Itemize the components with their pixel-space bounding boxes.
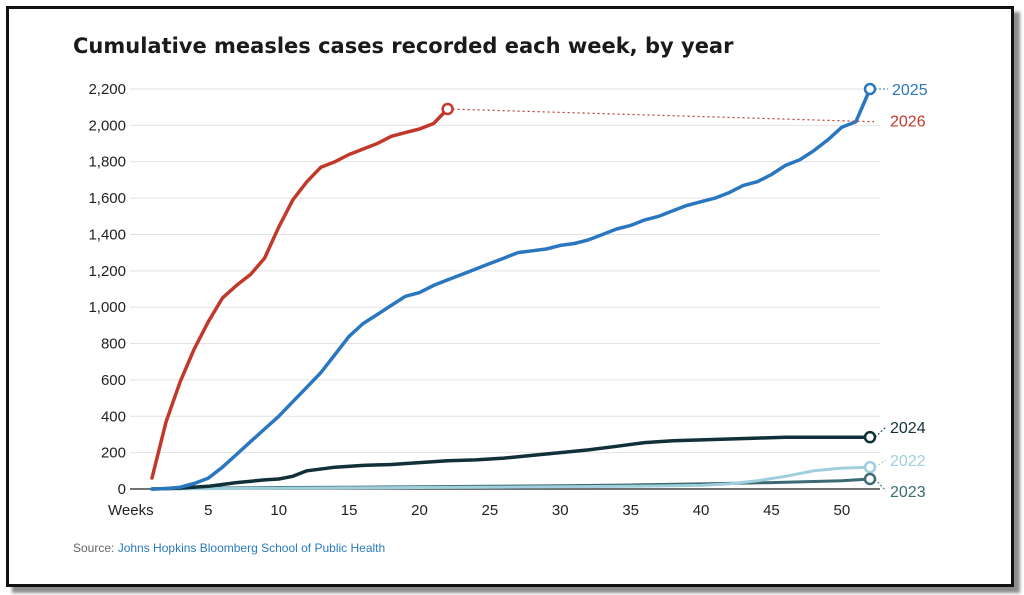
- x-tick-label: 20: [411, 502, 428, 519]
- x-tick-label: 5: [204, 502, 212, 519]
- end-marker-2026: [441, 102, 454, 116]
- y-tick-label: 1,800: [88, 154, 126, 171]
- y-tick-label: 0: [118, 481, 126, 498]
- y-tick-label: 200: [101, 445, 126, 462]
- x-tick-label: 45: [763, 502, 780, 519]
- label-leader-2024: [874, 426, 887, 438]
- source-prefix: Source:: [73, 541, 118, 555]
- label-leader-2023: [874, 478, 887, 492]
- x-axis-label: Weeks: [108, 502, 154, 519]
- series-line-2025: [150, 87, 872, 491]
- source-note: Source: Johns Hopkins Bloomberg School o…: [73, 541, 385, 555]
- x-tick-label: 50: [833, 502, 850, 519]
- series-line-2022: [150, 465, 872, 491]
- series-label-2024: 2024: [890, 420, 926, 437]
- y-tick-label: 1,200: [88, 263, 126, 280]
- x-tick-label: 15: [341, 502, 358, 519]
- y-tick-label: 1,400: [88, 226, 126, 243]
- end-marker-2024: [863, 430, 877, 444]
- series-label-2023: 2023: [890, 484, 926, 501]
- x-tick-label: 10: [270, 502, 287, 519]
- y-tick-label: 1,000: [88, 299, 126, 316]
- series-label-2022: 2022: [890, 453, 926, 470]
- series-line-2024: [150, 435, 872, 491]
- source-link[interactable]: Johns Hopkins Bloomberg School of Public…: [117, 541, 386, 555]
- series-label-2025: 2025: [892, 82, 928, 99]
- series-label-2026: 2026: [890, 114, 926, 131]
- y-tick-label: 800: [101, 336, 126, 353]
- end-marker-2023: [863, 472, 877, 486]
- chart-title: Cumulative measles cases recorded each w…: [73, 34, 734, 58]
- end-marker-2025: [863, 82, 877, 96]
- y-tick-label: 1,600: [88, 190, 126, 207]
- projection-line-2026: [447, 108, 875, 123]
- x-tick-label: 25: [482, 502, 499, 519]
- y-tick-label: 600: [101, 372, 126, 389]
- y-tick-label: 2,000: [88, 117, 126, 134]
- label-leader-2022: [874, 459, 887, 468]
- series-line-2026: [150, 107, 450, 480]
- x-tick-label: 30: [552, 502, 569, 519]
- y-tick-label: 2,200: [88, 81, 126, 98]
- end-marker-2022: [863, 460, 877, 474]
- x-tick-label: 40: [693, 502, 710, 519]
- y-tick-label: 400: [101, 408, 126, 425]
- x-tick-label: 35: [622, 502, 639, 519]
